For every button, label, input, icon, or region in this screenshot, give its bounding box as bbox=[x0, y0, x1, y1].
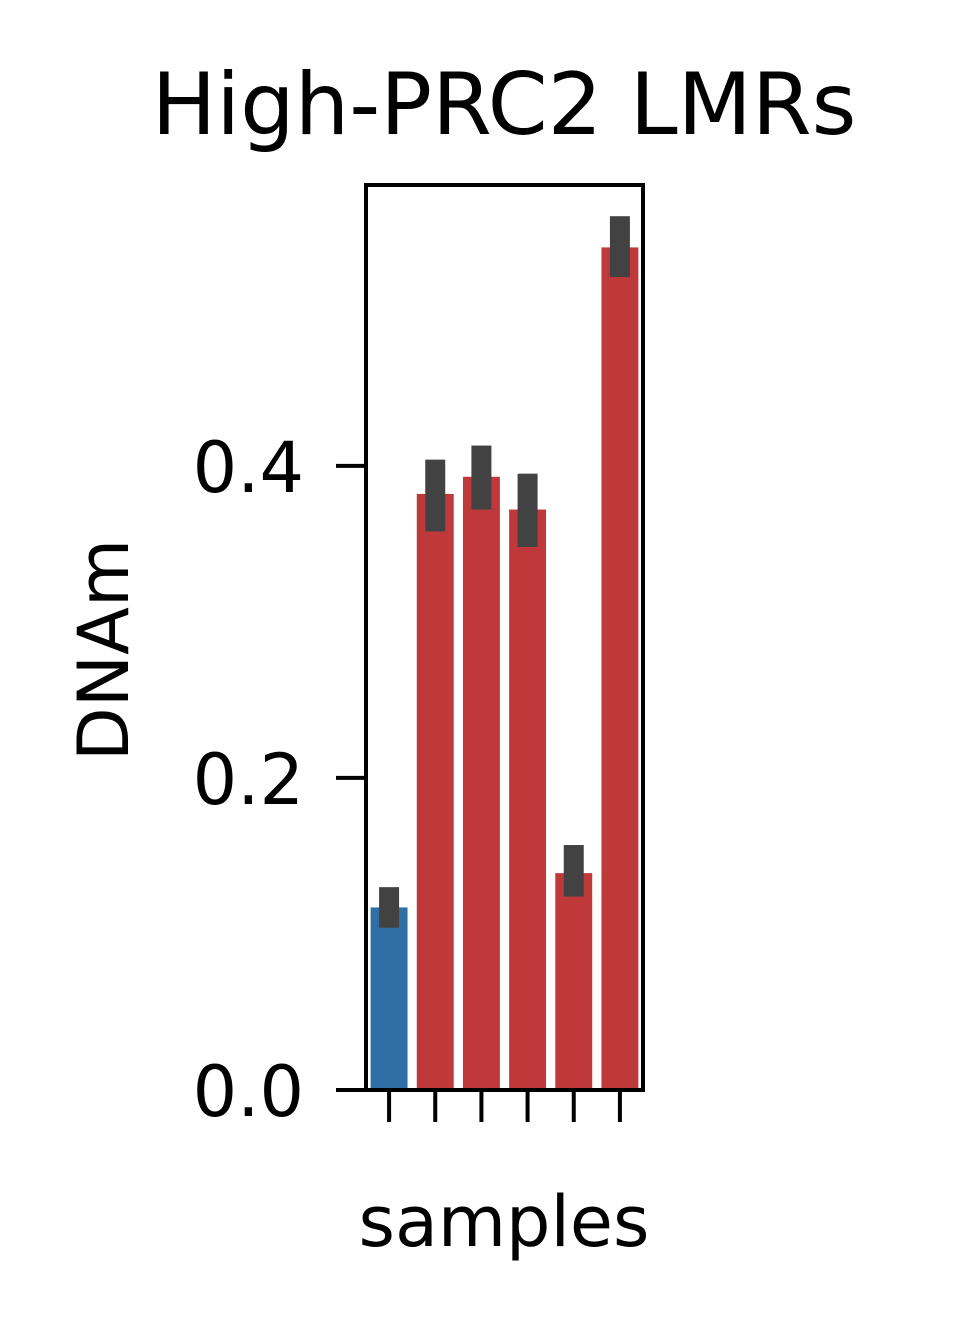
error-bar-3 bbox=[471, 445, 492, 510]
error-bar-2 bbox=[425, 459, 446, 532]
bar-3 bbox=[462, 476, 500, 1090]
error-bar-4 bbox=[517, 473, 538, 547]
y-tick-label-1: 0.0 bbox=[193, 1051, 304, 1133]
y-axis-ticks: 0.0 0.2 0.4 bbox=[193, 427, 366, 1133]
error-bars-group bbox=[379, 216, 630, 928]
y-axis-label: DNAm bbox=[63, 539, 145, 761]
plot-frame bbox=[364, 183, 645, 1092]
error-bar-5 bbox=[563, 845, 584, 897]
x-axis-label: samples bbox=[359, 1181, 650, 1263]
y-tick-label-3: 0.4 bbox=[193, 427, 304, 509]
bar-6 bbox=[601, 247, 639, 1090]
bar-5 bbox=[555, 873, 593, 1090]
chart-title: High-PRC2 LMRs bbox=[152, 55, 857, 155]
bar-1 bbox=[370, 907, 408, 1090]
error-bar-6 bbox=[609, 216, 630, 278]
bar-4 bbox=[509, 509, 547, 1090]
y-tick-label-2: 0.2 bbox=[193, 739, 304, 821]
bars-group bbox=[370, 247, 639, 1091]
x-axis-ticks bbox=[387, 1092, 622, 1122]
bar-2 bbox=[416, 493, 454, 1091]
error-bar-1 bbox=[379, 887, 400, 928]
